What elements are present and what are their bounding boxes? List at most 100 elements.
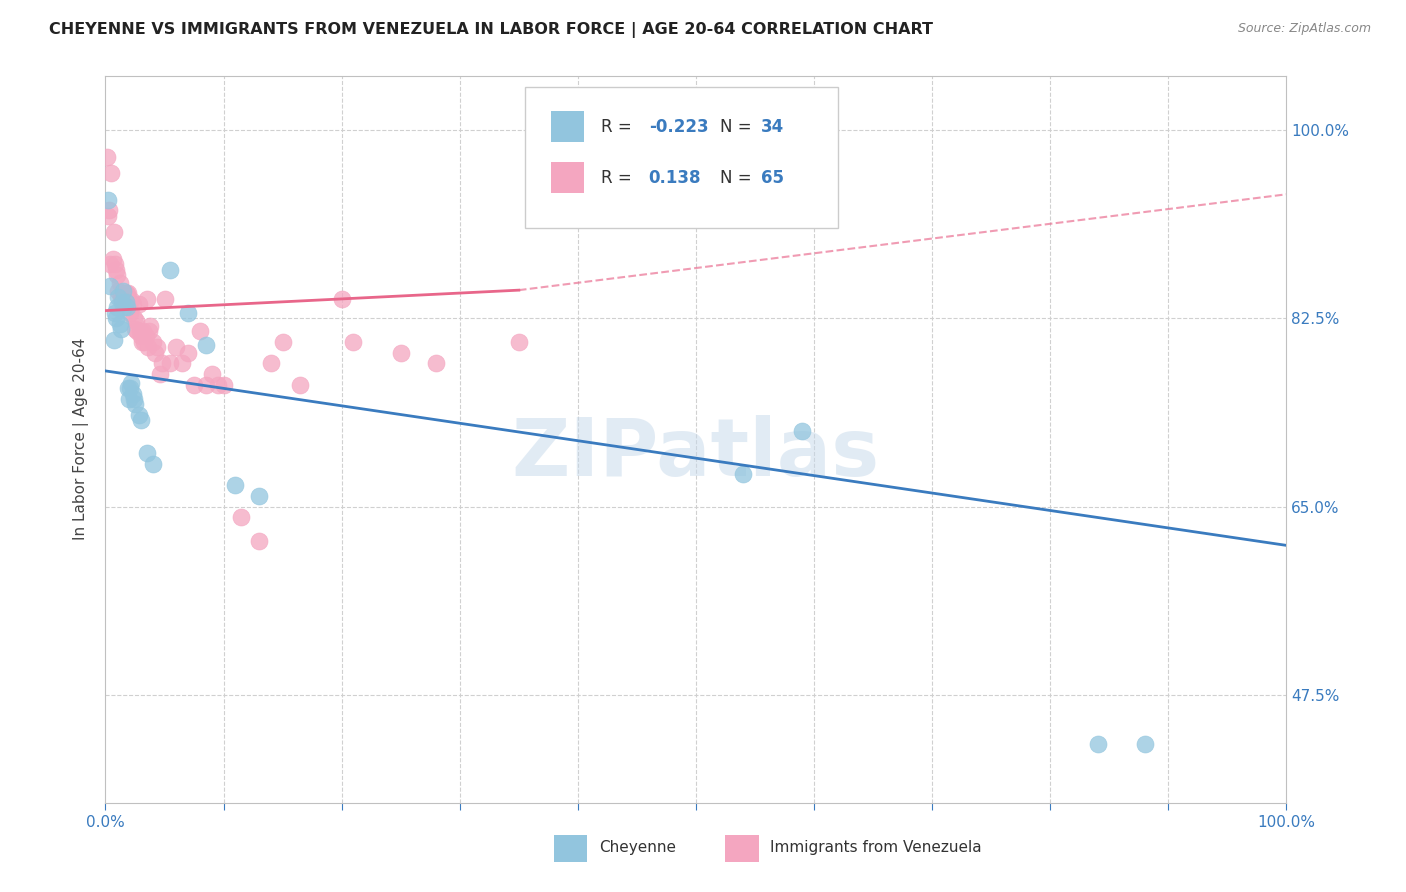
Point	[122, 392, 145, 406]
Point	[201, 367, 224, 381]
Point	[247, 489, 270, 503]
Point	[177, 345, 200, 359]
Point	[165, 340, 187, 354]
Point	[271, 334, 294, 349]
Point	[97, 193, 120, 207]
Point	[128, 297, 150, 311]
Point	[114, 295, 136, 310]
Point	[101, 252, 124, 266]
Point	[425, 356, 447, 370]
Point	[115, 287, 138, 301]
Point	[231, 510, 253, 524]
Text: 65: 65	[761, 169, 785, 186]
FancyBboxPatch shape	[551, 112, 583, 142]
Text: -0.223: -0.223	[648, 118, 709, 136]
Point	[134, 334, 156, 349]
Point	[96, 150, 118, 164]
Point	[124, 397, 146, 411]
Point	[124, 322, 146, 336]
Point	[142, 457, 165, 471]
Point	[290, 378, 312, 392]
Text: ZIPatlas: ZIPatlas	[512, 415, 880, 493]
Point	[107, 290, 129, 304]
Text: 0.138: 0.138	[648, 169, 702, 186]
Point	[194, 378, 217, 392]
Point	[118, 392, 141, 406]
Point	[98, 257, 121, 271]
Point	[122, 311, 145, 326]
Point	[108, 276, 131, 290]
Point	[153, 292, 176, 306]
Point	[149, 367, 172, 381]
FancyBboxPatch shape	[551, 162, 583, 193]
Point	[121, 297, 143, 311]
Point	[105, 268, 128, 282]
Point	[104, 306, 127, 320]
Point	[224, 478, 246, 492]
FancyBboxPatch shape	[524, 87, 838, 228]
Point	[150, 356, 173, 370]
Point	[138, 324, 160, 338]
Point	[342, 334, 364, 349]
Point	[247, 534, 270, 549]
Point	[125, 314, 148, 328]
Point	[104, 257, 127, 271]
Point	[1133, 737, 1156, 751]
Point	[114, 286, 136, 301]
Point	[792, 424, 814, 438]
Point	[105, 311, 128, 326]
Point	[112, 284, 135, 298]
Point	[112, 292, 135, 306]
Text: Cheyenne: Cheyenne	[599, 840, 676, 855]
Point	[207, 378, 229, 392]
Point	[100, 166, 122, 180]
Point	[127, 324, 149, 338]
Point	[98, 278, 121, 293]
Text: N =: N =	[720, 169, 756, 186]
Text: R =: R =	[602, 118, 637, 136]
Point	[143, 345, 166, 359]
Point	[110, 322, 132, 336]
Point	[107, 284, 129, 298]
Point	[212, 378, 235, 392]
Point	[135, 329, 157, 343]
Point	[108, 317, 131, 331]
Point	[128, 408, 150, 422]
Point	[129, 413, 152, 427]
Point	[115, 301, 138, 315]
Point	[121, 386, 143, 401]
Point	[177, 306, 200, 320]
Point	[117, 286, 139, 301]
FancyBboxPatch shape	[554, 835, 588, 863]
FancyBboxPatch shape	[725, 835, 759, 863]
Point	[183, 378, 205, 392]
Point	[120, 381, 142, 395]
Point	[128, 324, 150, 338]
Point	[260, 356, 283, 370]
Point	[1087, 737, 1109, 751]
Point	[194, 338, 217, 352]
Point	[112, 301, 135, 315]
Point	[172, 356, 194, 370]
Point	[103, 333, 125, 347]
Point	[508, 334, 530, 349]
Text: CHEYENNE VS IMMIGRANTS FROM VENEZUELA IN LABOR FORCE | AGE 20-64 CORRELATION CHA: CHEYENNE VS IMMIGRANTS FROM VENEZUELA IN…	[49, 22, 934, 38]
Point	[120, 293, 142, 307]
Point	[105, 301, 128, 315]
Point	[98, 203, 121, 218]
Point	[117, 381, 139, 395]
Point	[389, 345, 412, 359]
Point	[97, 209, 120, 223]
Point	[733, 467, 755, 482]
Point	[132, 324, 155, 338]
Point	[146, 340, 169, 354]
Point	[330, 292, 353, 306]
Point	[103, 225, 125, 239]
Point	[111, 295, 134, 310]
Point	[111, 293, 134, 307]
Point	[112, 290, 135, 304]
Text: R =: R =	[602, 169, 637, 186]
Point	[139, 318, 162, 333]
Text: Source: ZipAtlas.com: Source: ZipAtlas.com	[1237, 22, 1371, 36]
Point	[142, 334, 165, 349]
